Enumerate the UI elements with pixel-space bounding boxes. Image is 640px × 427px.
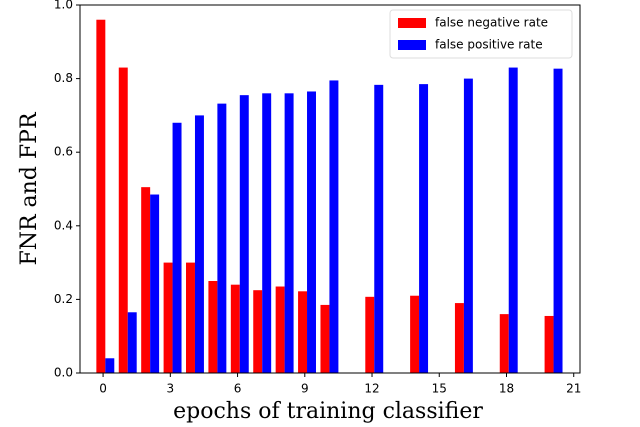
bar: [141, 187, 151, 373]
x-tick-label: 3: [166, 382, 174, 396]
bar: [275, 286, 285, 373]
bar: [172, 122, 182, 373]
bar: [365, 296, 375, 373]
bar: [253, 290, 263, 373]
bar: [186, 262, 195, 373]
y-tick-label: 1.0: [54, 0, 73, 12]
bar: [463, 78, 473, 373]
bar: [454, 303, 464, 373]
x-axis-label: epochs of training classifier: [173, 399, 483, 424]
y-axis-label: FNR and FPR: [17, 111, 42, 266]
bar: [329, 80, 339, 373]
bar: [553, 68, 563, 373]
bar: [239, 95, 249, 373]
plot-frame: [79, 4, 581, 374]
legend-label: false positive rate: [435, 38, 543, 52]
x-tick-label: 12: [364, 382, 379, 396]
bar: [419, 84, 429, 374]
bar: [217, 103, 227, 374]
bar: [320, 304, 330, 373]
bar: [194, 115, 204, 374]
bar: [127, 312, 137, 373]
bar: [105, 358, 115, 373]
bar: [374, 84, 384, 373]
x-tick-label: 18: [499, 382, 514, 396]
bar: [284, 93, 294, 373]
bar: [499, 314, 509, 373]
x-tick-label: 9: [301, 382, 309, 396]
bar: [150, 194, 160, 373]
y-tick-label: 0.6: [54, 145, 73, 159]
y-tick-label: 0.4: [54, 218, 73, 232]
bar: [163, 262, 173, 373]
bar: [118, 67, 128, 373]
y-tick-label: 0.2: [54, 292, 73, 306]
x-tick-label: 0: [99, 382, 107, 396]
bar: [96, 19, 106, 373]
bar: [508, 67, 518, 373]
bar: [307, 91, 316, 373]
legend-box: [389, 9, 573, 59]
y-tick-label: 0.8: [54, 71, 73, 85]
bar: [298, 291, 308, 373]
bar: [410, 295, 420, 373]
x-tick-label: 6: [234, 382, 242, 396]
x-tick-label: 15: [432, 382, 447, 396]
legend-swatch: [398, 40, 426, 50]
bar: [262, 93, 272, 373]
bar: [208, 281, 218, 373]
bar: [544, 315, 554, 373]
x-tick-label: 21: [566, 382, 581, 396]
bar: [230, 284, 240, 373]
legend-label: false negative rate: [435, 16, 548, 30]
legend-swatch: [398, 18, 426, 28]
y-tick-label: 0.0: [54, 366, 73, 380]
